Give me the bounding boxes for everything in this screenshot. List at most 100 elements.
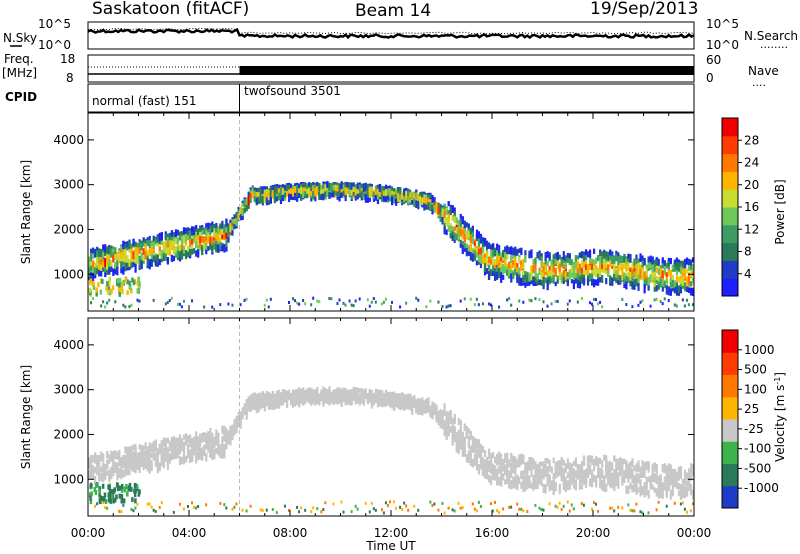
- velocity-cell: [110, 494, 114, 500]
- velocity-cell: [514, 463, 517, 471]
- velocity-cell: [479, 504, 482, 508]
- power-cell: [679, 283, 683, 288]
- power-cell: [92, 247, 95, 254]
- velocity-cell: [675, 479, 679, 486]
- power-cell: [588, 301, 591, 305]
- velocity-cell: [433, 502, 436, 506]
- velocity-cell: [475, 448, 479, 459]
- power-cell: [257, 193, 260, 200]
- velocity-cell: [344, 393, 347, 401]
- power-cell: [322, 191, 325, 201]
- velocity-cell: [358, 388, 361, 394]
- power-cell: [566, 279, 569, 287]
- velocity-cell: [554, 472, 557, 479]
- power-cell: [595, 264, 598, 271]
- power-cell: [570, 259, 573, 266]
- velocity-cell: [691, 489, 695, 500]
- power-cell: [564, 262, 567, 269]
- power-cell: [677, 285, 681, 293]
- velocity-cell: [255, 393, 258, 402]
- power-cell: [534, 264, 537, 271]
- power-cell: [227, 232, 230, 238]
- velocity-cell: [500, 453, 503, 463]
- velocity-cell: [162, 437, 165, 445]
- power-cell: [544, 264, 547, 269]
- velocity-cell: [641, 467, 644, 478]
- velocity-cell: [516, 502, 519, 506]
- power-cell: [140, 243, 143, 251]
- velocity-cell: [605, 483, 608, 492]
- velocity-cell: [174, 437, 178, 445]
- power-cell: [443, 217, 446, 224]
- x-axis: 00:00 04:00 08:00 12:00 16:00 20:00 00:00: [71, 526, 712, 540]
- power-cell: [92, 284, 96, 290]
- velocity-cell: [124, 454, 127, 464]
- velocity-cell: [595, 475, 598, 483]
- power-cell: [277, 188, 281, 195]
- power-cell: [384, 184, 388, 193]
- velocity-cell: [538, 467, 541, 477]
- velocity-cell: [633, 465, 636, 471]
- power-cell: [189, 230, 192, 240]
- power-cell: [552, 271, 555, 279]
- noise-left-tick-top: 10^5: [38, 17, 71, 31]
- power-cell: [687, 287, 691, 293]
- power-cell: [312, 181, 315, 187]
- power-cell: [267, 192, 270, 200]
- power-cell: [104, 257, 107, 267]
- velocity-cell: [496, 453, 499, 464]
- power-cell: [603, 252, 606, 261]
- velocity-cell: [437, 508, 440, 512]
- power-cell: [518, 277, 521, 286]
- power-cell: [423, 194, 426, 199]
- power-cell: [534, 257, 537, 266]
- power-cell: [302, 190, 305, 199]
- power-cell: [621, 267, 624, 273]
- power-cell: [578, 252, 582, 258]
- velocity-cell: [554, 504, 557, 508]
- velocity-cell: [607, 469, 610, 479]
- velocity-cell: [445, 427, 448, 436]
- velocity-cell: [627, 474, 630, 483]
- power-cell: [395, 194, 398, 199]
- velocity-cell: [489, 466, 493, 475]
- power-cell: [130, 243, 133, 249]
- power-cell: [186, 230, 190, 236]
- power-cell: [296, 193, 299, 202]
- power-cell: [435, 202, 438, 212]
- power-cell: [627, 253, 630, 259]
- velocity-cell: [142, 462, 145, 471]
- power-cell: [645, 278, 648, 286]
- power-cell: [221, 232, 224, 239]
- velocity-cell: [334, 396, 337, 404]
- velocity-cell: [106, 470, 109, 476]
- power-cell: [542, 300, 545, 304]
- power-cell: [498, 244, 501, 254]
- velocity-cell: [130, 449, 133, 460]
- power-cell: [302, 183, 305, 191]
- power-cell: [96, 250, 99, 259]
- power-cell: [386, 188, 390, 195]
- velocity-cell: [100, 454, 103, 462]
- velocity-cell: [681, 478, 685, 485]
- velocity-cell: [182, 450, 186, 457]
- velocity-cell: [619, 458, 622, 466]
- power-cell: [265, 192, 268, 198]
- velocity-cell: [391, 391, 394, 401]
- power-cell: [621, 270, 624, 279]
- velocity-cell: [447, 418, 450, 424]
- velocity-cell: [443, 420, 446, 430]
- velocity-cell: [108, 488, 112, 494]
- power-cell: [548, 265, 551, 272]
- power-cell: [542, 276, 545, 285]
- velocity-cell: [580, 502, 583, 506]
- power-cell: [364, 183, 367, 192]
- power-cell: [130, 254, 133, 259]
- velocity-cell: [671, 480, 674, 491]
- velocity-cell: [475, 460, 479, 471]
- velocity-cell: [298, 392, 301, 398]
- power-cell: [631, 276, 634, 281]
- velocity-cell: [613, 475, 616, 483]
- power-cell: [328, 192, 331, 199]
- power-cell: [403, 195, 406, 202]
